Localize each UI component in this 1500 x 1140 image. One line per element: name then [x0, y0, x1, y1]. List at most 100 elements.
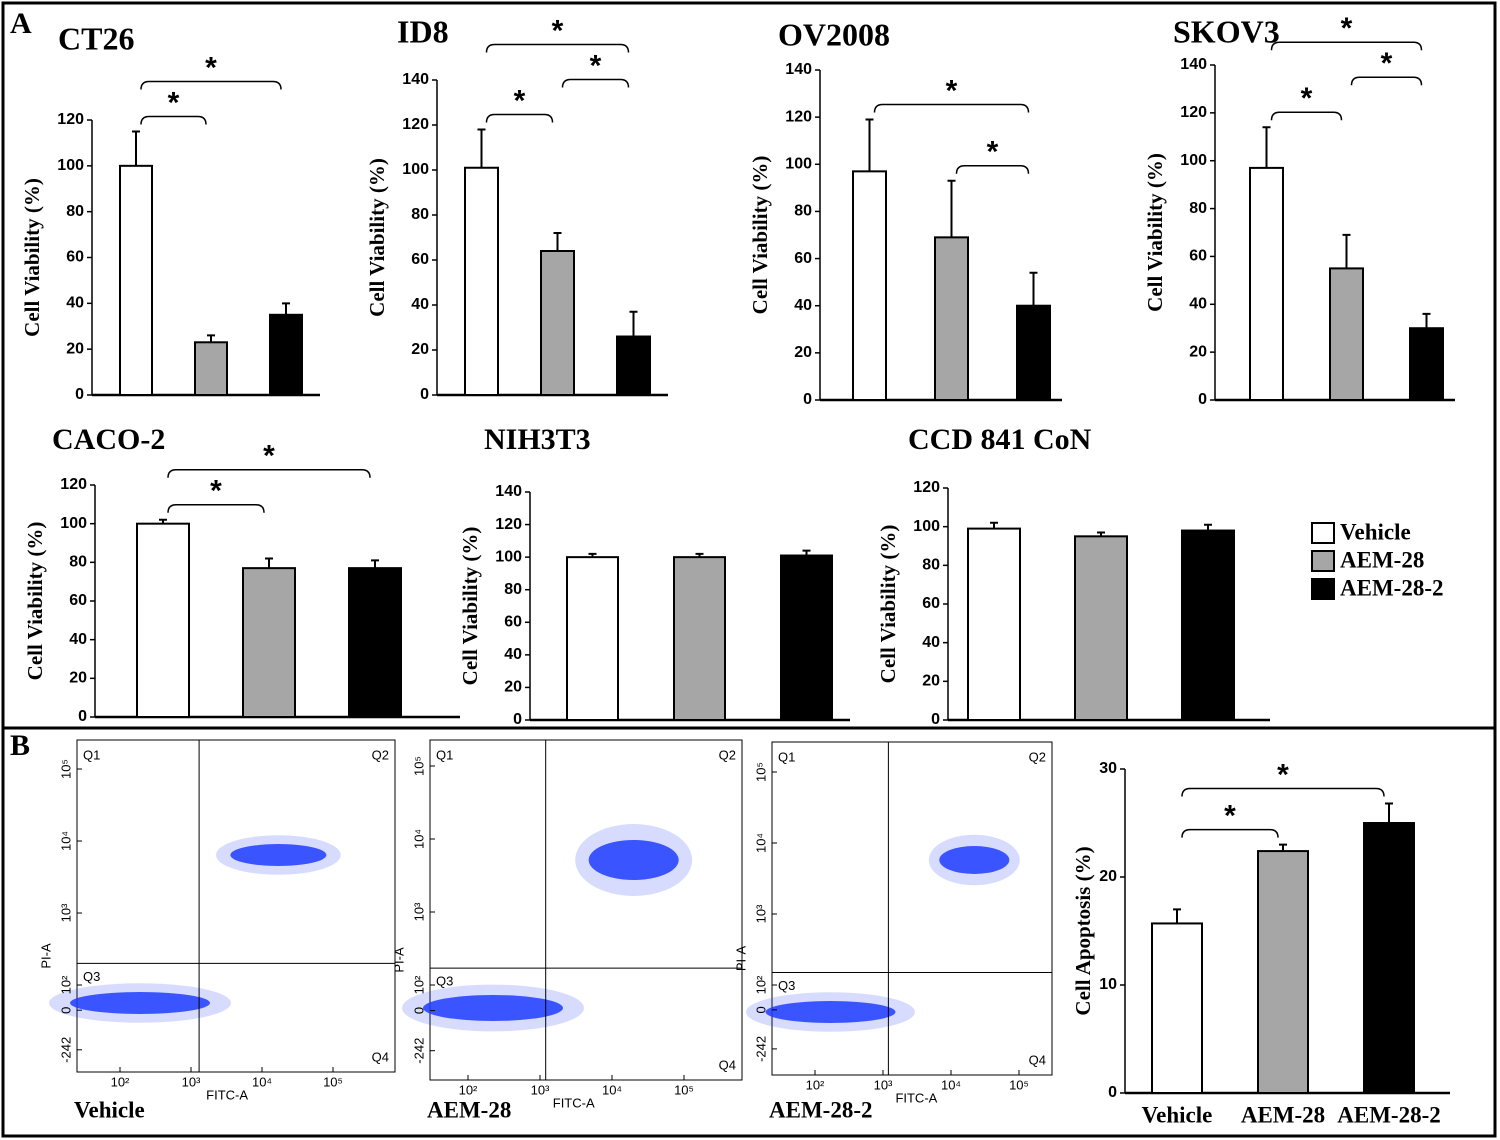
quadrant-label: Q3	[83, 969, 100, 984]
quadrant-label: Q2	[372, 747, 389, 762]
y-tick-label: 140	[1180, 56, 1207, 73]
y-tick-label: 100	[913, 518, 940, 535]
cell-cloud	[588, 840, 679, 880]
x-axis-label: FITC-A	[206, 1087, 248, 1102]
error-bar	[265, 557, 273, 569]
bar	[1257, 850, 1309, 1095]
y-tick-label: 80	[504, 581, 522, 598]
y-tick-label: 60	[794, 250, 812, 267]
error-bar	[1422, 312, 1431, 329]
bar	[269, 313, 303, 396]
bar	[1363, 822, 1415, 1094]
y-tick-label: 80	[69, 554, 87, 571]
x-tick-label: 10⁴	[941, 1077, 961, 1092]
y-tick-label: 80	[411, 206, 429, 223]
chart-title: NIH3T3	[484, 423, 591, 456]
quadrant-label: Q3	[778, 978, 795, 993]
y-tick-label: 20	[69, 670, 87, 687]
cell-cloud	[939, 846, 1010, 874]
y-tick-label: 0	[803, 391, 812, 408]
x-tick-label: 10²	[111, 1074, 130, 1089]
y-tick-label: 100	[57, 157, 84, 174]
significance-label: *	[205, 51, 217, 84]
error-bar	[1173, 908, 1181, 924]
error-bar	[1279, 843, 1287, 852]
y-tick-label: 10²	[753, 975, 768, 994]
error-bar	[553, 232, 562, 251]
y-axis-label: Cell Viability (%)	[23, 522, 47, 681]
bar	[1181, 529, 1235, 721]
quadrant-label: Q1	[436, 747, 453, 762]
y-tick-label: 0	[420, 386, 429, 403]
x-tick-label: 10⁵	[674, 1082, 694, 1097]
y-tick-label: 10⁵	[58, 759, 73, 779]
x-tick-label: 10⁴	[602, 1082, 622, 1097]
plot-frame	[76, 739, 396, 1073]
quadrant-label: Q4	[719, 1057, 736, 1072]
y-tick-label: 20	[411, 341, 429, 358]
y-tick-label: 10⁴	[753, 833, 768, 853]
chart-title: SKOV3	[1173, 13, 1280, 49]
bar	[1249, 166, 1284, 401]
y-axis-label: PI-A	[391, 947, 406, 973]
y-tick-label: 120	[495, 516, 522, 533]
quadrant-label: Q1	[83, 747, 100, 762]
bar	[136, 522, 190, 719]
y-tick-label: 0	[75, 386, 84, 403]
quadrant-label: Q2	[1029, 749, 1046, 764]
y-tick-label: 100	[60, 515, 87, 532]
y-tick-label: 60	[504, 614, 522, 631]
chart-title: CCD 841 CoN	[908, 423, 1092, 456]
bar	[1151, 922, 1203, 1094]
x-axis-label: FITC-A	[553, 1095, 595, 1110]
cell-cloud-halo	[575, 824, 693, 896]
significance-bracket	[955, 165, 1030, 174]
x-tick-label: AEM-28	[1241, 1102, 1325, 1127]
legend-label: AEM-28-2	[1340, 575, 1443, 600]
y-tick-label: 80	[1189, 200, 1207, 217]
quadrant-label: Q4	[372, 1049, 389, 1064]
significance-bracket	[1350, 76, 1423, 86]
error-bar	[588, 552, 597, 558]
y-axis-label: Cell Viability (%)	[20, 178, 44, 337]
plot-frame	[771, 741, 1053, 1076]
y-tick-label: 10⁴	[411, 829, 426, 849]
y-tick-label: 0	[411, 1007, 426, 1014]
legend-label: Vehicle	[1340, 519, 1411, 544]
y-tick-label: 0	[58, 1007, 73, 1014]
x-tick-label: 10⁵	[1009, 1077, 1029, 1092]
error-bar	[1385, 802, 1393, 823]
significance-bracket	[561, 78, 630, 88]
plot-frame	[429, 739, 743, 1081]
y-tick-label: 0	[1108, 1084, 1117, 1101]
y-tick-label: -242	[58, 1037, 73, 1063]
y-axis-label: Cell Viability (%)	[458, 527, 482, 686]
panel-label: B	[10, 729, 30, 762]
y-tick-label: 10³	[753, 904, 768, 923]
bar	[934, 236, 969, 401]
cell-cloud	[423, 995, 563, 1021]
significance-bracket	[140, 80, 282, 90]
y-tick-label: 120	[60, 476, 87, 493]
y-tick-label: 20	[794, 344, 812, 361]
bar	[348, 567, 402, 719]
y-tick-label: 100	[785, 156, 812, 173]
error-bar	[695, 552, 704, 558]
cell-cloud	[765, 1001, 896, 1023]
bar	[194, 341, 228, 396]
y-tick-label: 40	[66, 295, 84, 312]
bar	[780, 554, 833, 721]
y-tick-label: 10⁵	[753, 762, 768, 782]
chart-title: OV2008	[778, 16, 890, 52]
error-bar	[371, 559, 379, 569]
y-axis-label: Cell Viability (%)	[365, 158, 389, 317]
bar	[852, 170, 887, 401]
error-bar	[990, 521, 998, 529]
x-tick-label: 10⁴	[252, 1074, 272, 1089]
error-bar	[802, 549, 811, 556]
significance-label: *	[987, 136, 999, 169]
y-tick-label: 0	[513, 711, 522, 728]
y-tick-label: 20	[1099, 868, 1117, 885]
significance-bracket	[873, 103, 1030, 113]
